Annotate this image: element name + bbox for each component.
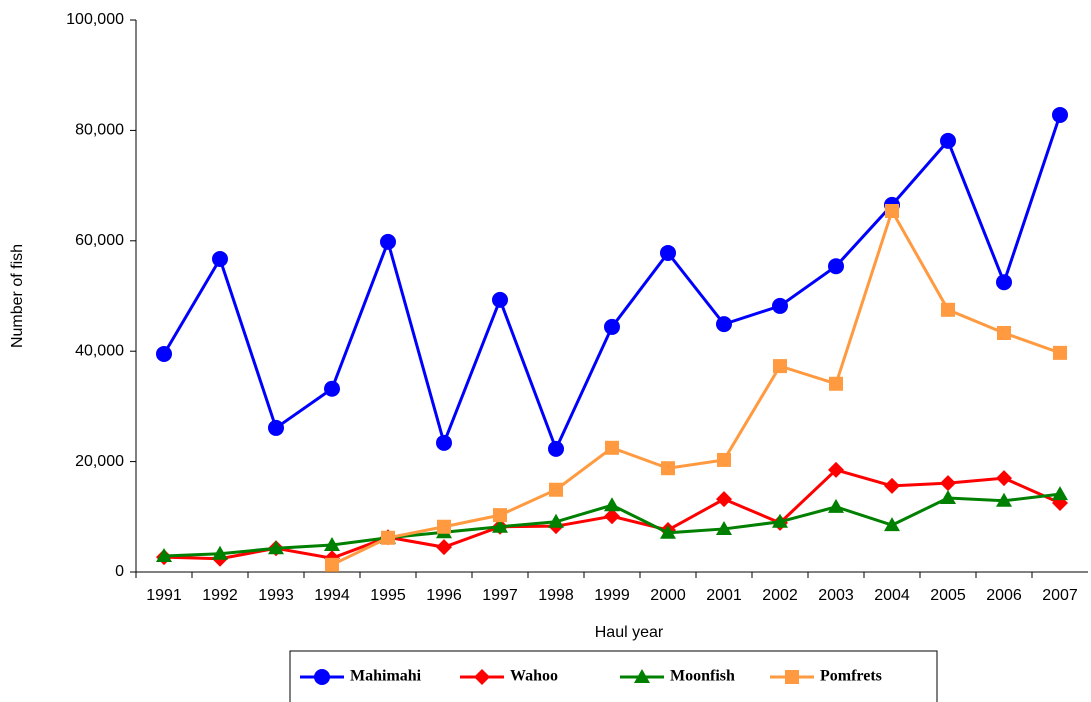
- x-axis-label: Haul year: [595, 624, 664, 641]
- x-tick-label: 1992: [202, 587, 238, 604]
- marker: [437, 519, 451, 534]
- y-tick-label: 80,000: [75, 122, 124, 139]
- x-tick-label: 1994: [314, 587, 350, 604]
- marker: [156, 547, 172, 562]
- marker: [268, 419, 284, 436]
- x-tick-label: 2007: [1042, 587, 1078, 604]
- marker: [997, 325, 1011, 340]
- x-tick-label: 1993: [258, 587, 294, 604]
- marker: [605, 440, 619, 455]
- x-tick-label: 1997: [482, 587, 518, 604]
- legend-label: Mahimahi: [350, 668, 422, 685]
- y-tick-label: 60,000: [75, 232, 124, 249]
- marker: [660, 524, 676, 539]
- marker: [785, 670, 799, 684]
- x-tick-label: 1996: [426, 587, 462, 604]
- marker: [772, 513, 788, 528]
- legend: Mahimahi Wahoo Moonfish Pomfrets: [289, 650, 938, 702]
- marker: [1053, 345, 1067, 360]
- marker: [314, 669, 330, 685]
- marker: [941, 302, 955, 317]
- marker: [716, 491, 732, 508]
- x-tick-label: 2001: [706, 587, 742, 604]
- marker: [324, 536, 340, 551]
- series-line: [331, 207, 1061, 567]
- marker: [268, 540, 284, 555]
- marker: [717, 452, 731, 467]
- marker: [828, 498, 844, 513]
- marker: [884, 517, 900, 532]
- marker: [829, 376, 843, 391]
- marker: [940, 132, 956, 149]
- marker: [325, 557, 339, 572]
- marker: [773, 359, 787, 374]
- marker: [549, 482, 563, 497]
- marker: [604, 508, 620, 525]
- x-tick-label: 2002: [762, 587, 798, 604]
- series-line: [162, 114, 1062, 453]
- legend-label: Moonfish: [670, 668, 735, 685]
- marker: [492, 291, 508, 308]
- x-tick-label: 2005: [930, 587, 966, 604]
- marker: [885, 203, 899, 218]
- marker: [380, 233, 396, 250]
- x-tick-label: 1995: [370, 587, 406, 604]
- y-tick-label: 0: [115, 563, 124, 580]
- marker: [548, 440, 564, 457]
- marker: [212, 251, 228, 268]
- marker: [828, 461, 844, 478]
- marker: [716, 316, 732, 333]
- marker: [828, 258, 844, 275]
- x-tick-label: 2006: [986, 587, 1022, 604]
- legend-box: [289, 650, 938, 702]
- marker: [381, 530, 395, 545]
- marker: [661, 461, 675, 476]
- x-tick-label: 2000: [650, 587, 686, 604]
- marker: [474, 669, 490, 685]
- marker: [436, 539, 452, 556]
- x-tick-label: 2004: [874, 587, 910, 604]
- y-axis-label: Number of fish: [9, 244, 26, 348]
- marker: [940, 490, 956, 505]
- legend-label: Pomfrets: [820, 668, 882, 685]
- legend-label: Wahoo: [510, 668, 558, 685]
- marker: [1052, 486, 1068, 501]
- marker: [940, 475, 956, 492]
- marker: [996, 470, 1012, 487]
- marker: [492, 518, 508, 533]
- marker: [996, 274, 1012, 291]
- x-tick-label: 1998: [538, 587, 574, 604]
- marker: [436, 434, 452, 451]
- marker: [156, 345, 172, 362]
- marker: [884, 477, 900, 494]
- x-tick-label: 2003: [818, 587, 854, 604]
- marker: [716, 520, 732, 535]
- marker: [212, 545, 228, 560]
- marker: [604, 497, 620, 512]
- marker: [604, 318, 620, 335]
- marker: [660, 244, 676, 261]
- x-tick-label: 1991: [146, 587, 182, 604]
- marker: [324, 380, 340, 397]
- marker: [1052, 106, 1068, 123]
- y-tick-label: 20,000: [75, 453, 124, 470]
- marker: [493, 508, 507, 523]
- marker: [996, 492, 1012, 507]
- marker: [772, 297, 788, 314]
- x-tick-label: 1999: [594, 587, 630, 604]
- marker: [548, 513, 564, 528]
- y-tick-label: 100,000: [66, 11, 124, 28]
- marker: [634, 669, 650, 683]
- y-tick-label: 40,000: [75, 342, 124, 359]
